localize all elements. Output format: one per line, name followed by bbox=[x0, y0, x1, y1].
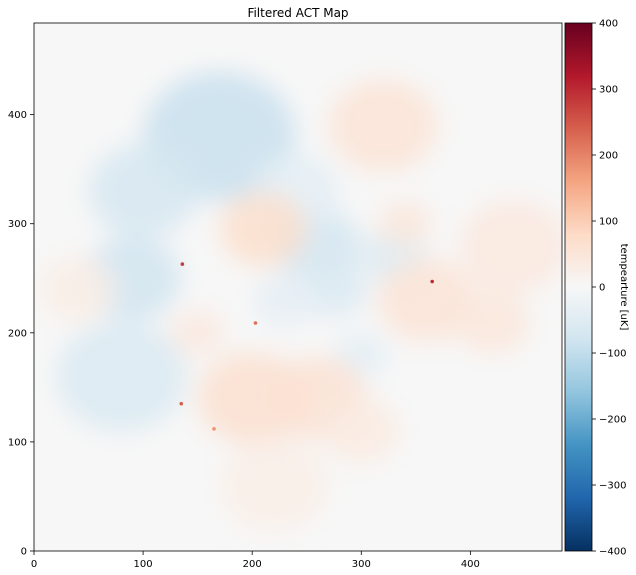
point-sources bbox=[179, 262, 434, 431]
map-region bbox=[88, 144, 198, 238]
colorbar-tick-label: 200 bbox=[599, 151, 618, 162]
map-region bbox=[252, 272, 318, 328]
map-region bbox=[219, 192, 307, 267]
colorbar bbox=[564, 22, 593, 552]
colorbar-tick-label: 0 bbox=[599, 283, 605, 294]
map-region bbox=[170, 309, 225, 356]
colorbar-tick-label: 400 bbox=[599, 19, 618, 30]
y-tick-label: 0 bbox=[21, 547, 27, 558]
x-axis: 0 100 200 300 400 bbox=[31, 551, 480, 570]
point-source bbox=[212, 427, 216, 431]
map-region bbox=[323, 398, 400, 464]
colorbar-tick-label: −300 bbox=[599, 481, 626, 492]
map-region bbox=[55, 320, 187, 433]
x-tick-label: 400 bbox=[461, 559, 480, 570]
map-region bbox=[301, 261, 367, 317]
x-tick-label: 100 bbox=[134, 559, 153, 570]
point-source bbox=[179, 401, 184, 406]
point-source bbox=[180, 262, 185, 266]
plot-frame bbox=[33, 22, 563, 552]
map-region bbox=[219, 439, 329, 532]
colorbar-tick-label: 300 bbox=[599, 85, 618, 96]
y-tick-label: 100 bbox=[8, 437, 27, 448]
y-tick-label: 400 bbox=[8, 110, 27, 121]
point-source bbox=[253, 321, 258, 325]
map-region bbox=[39, 256, 116, 322]
y-tick-label: 300 bbox=[8, 219, 27, 230]
colorbar-ticks: −400 −300 −200 −100 0 100 200 300 400 bbox=[592, 19, 626, 558]
chart-title: Filtered ACT Map bbox=[247, 6, 348, 20]
map-region bbox=[328, 79, 438, 172]
colorbar-tick-label: −200 bbox=[599, 415, 626, 426]
y-axis: 0 100 200 300 400 bbox=[8, 110, 34, 558]
x-tick-label: 200 bbox=[243, 559, 262, 570]
map-region bbox=[377, 258, 476, 342]
y-tick-label: 200 bbox=[8, 328, 27, 339]
map-regions bbox=[39, 71, 562, 532]
colorbar-label: tempearture [uK] bbox=[618, 244, 629, 331]
map-region bbox=[454, 289, 531, 355]
map-region bbox=[377, 200, 433, 247]
colorbar-tick-label: 100 bbox=[599, 217, 618, 228]
map-region bbox=[459, 199, 562, 292]
x-tick-label: 0 bbox=[31, 559, 37, 570]
colorbar-tick-label: −100 bbox=[599, 349, 626, 360]
colorbar-tick-label: −400 bbox=[599, 547, 626, 558]
point-source bbox=[430, 279, 434, 284]
x-tick-label: 300 bbox=[352, 559, 371, 570]
